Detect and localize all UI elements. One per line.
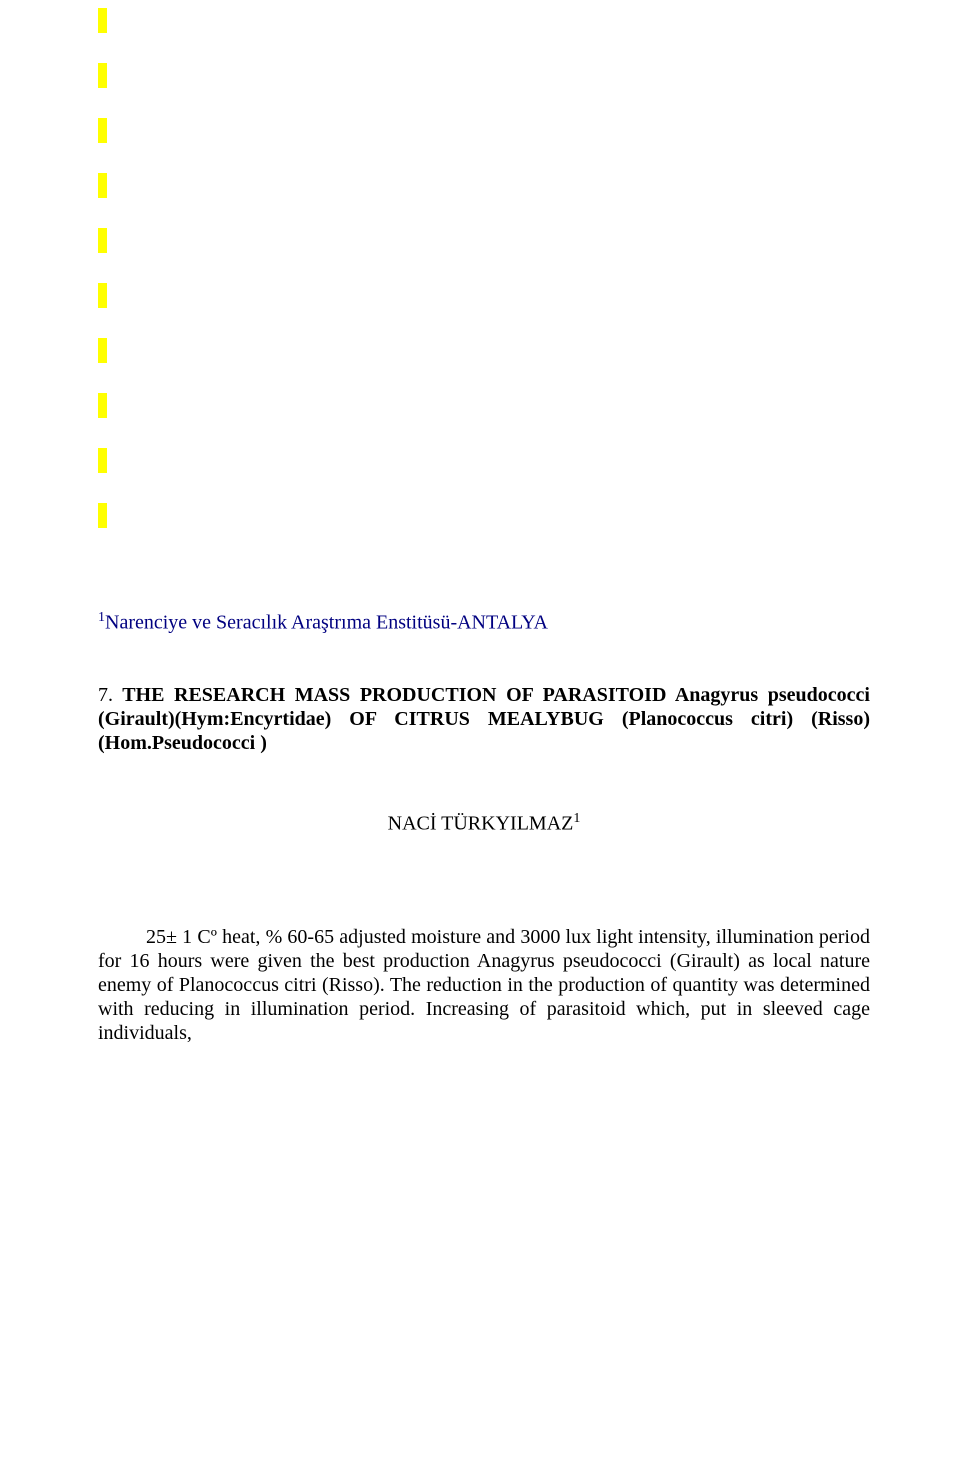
highlight-bar <box>98 118 107 143</box>
highlight-bar <box>98 8 107 33</box>
affiliation-superscript: 1 <box>98 610 105 625</box>
highlight-column <box>98 8 107 558</box>
highlight-bar <box>98 173 107 198</box>
title-number: 7. <box>98 684 113 706</box>
document-content: 1Narenciye ve Seracılık Araştrıma Enstit… <box>98 610 870 1045</box>
highlight-bar <box>98 63 107 88</box>
affiliation-line: 1Narenciye ve Seracılık Araştrıma Enstit… <box>98 610 870 635</box>
paper-title: 7. THE RESEARCH MASS PRODUCTION OF PARAS… <box>98 683 870 755</box>
abstract-text: 25± 1 Cº heat, % 60-65 adjusted moisture… <box>98 926 870 1044</box>
abstract-paragraph: 25± 1 Cº heat, % 60-65 adjusted moisture… <box>98 925 870 1045</box>
affiliation-text: Narenciye ve Seracılık Araştrıma Enstitü… <box>105 612 548 634</box>
author-superscript: 1 <box>573 811 580 826</box>
highlight-bar <box>98 283 107 308</box>
author-name: NACİ TÜRKYILMAZ <box>388 812 574 834</box>
highlight-bar <box>98 393 107 418</box>
highlight-bar <box>98 503 107 528</box>
highlight-bar <box>98 338 107 363</box>
author-line: NACİ TÜRKYILMAZ1 <box>98 811 870 836</box>
highlight-bar <box>98 228 107 253</box>
title-text: THE RESEARCH MASS PRODUCTION OF PARASITO… <box>98 684 870 754</box>
highlight-bar <box>98 448 107 473</box>
